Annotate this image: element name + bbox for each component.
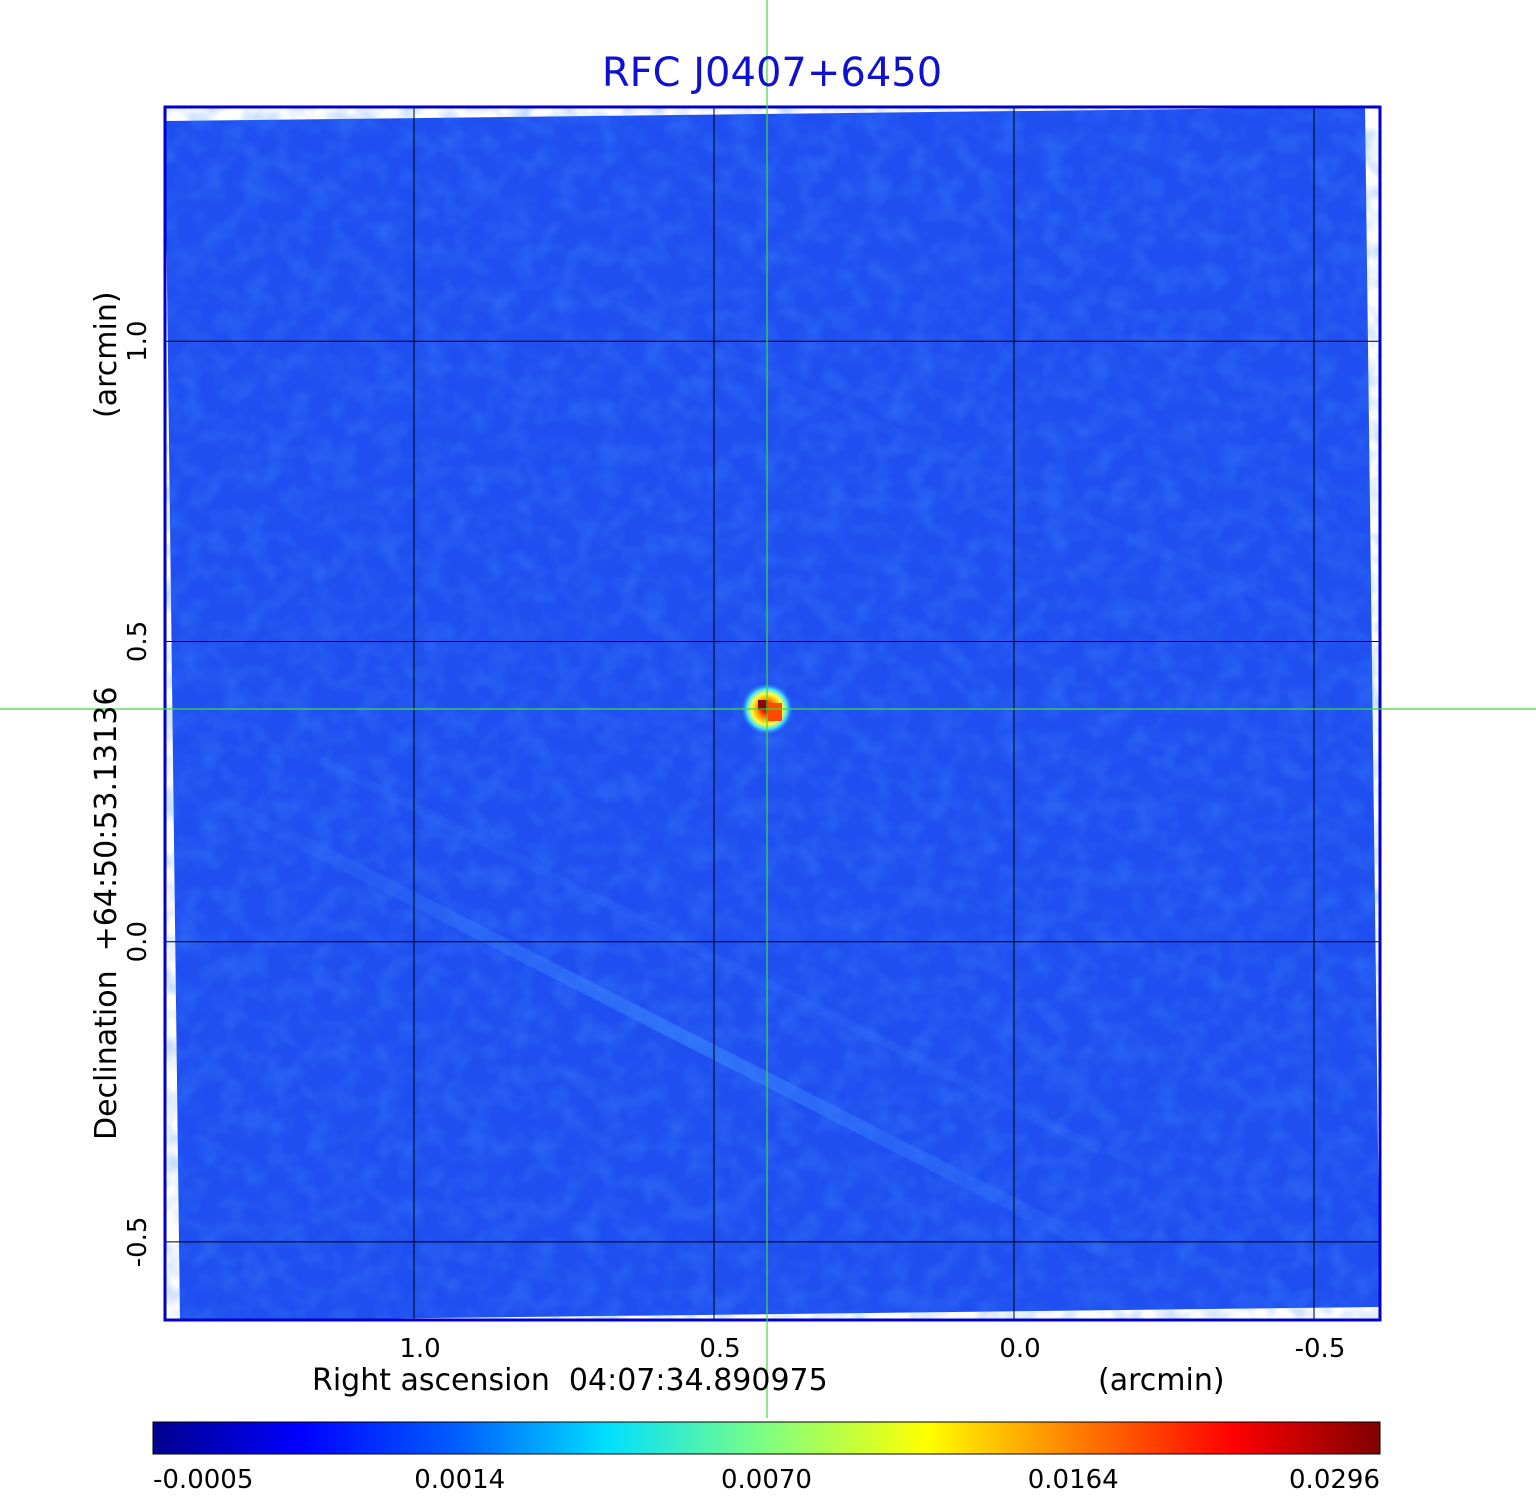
y-axis-label: Declination +64:50:53.13136 xyxy=(89,686,124,1140)
colorbar-gradient xyxy=(152,1421,1381,1455)
map-image xyxy=(165,107,1380,1321)
map-streak xyxy=(597,295,1363,645)
x-tick-label: -0.5 xyxy=(1295,1334,1346,1364)
map-streak xyxy=(317,755,1103,1155)
x-tick-label: 0.5 xyxy=(699,1334,740,1364)
x-tick-label: 1.0 xyxy=(399,1334,440,1364)
y-tick-label: 0.5 xyxy=(123,621,153,662)
y-tick-label: 1.0 xyxy=(123,321,153,362)
y-tick-label: -0.5 xyxy=(123,1217,153,1268)
colorbar-tick-labels: -0.0005 0.0014 0.0070 0.0164 0.0296 xyxy=(153,1465,1380,1495)
crosshair xyxy=(0,0,1536,1418)
colorbar: -0.0005 0.0014 0.0070 0.0164 0.0296 xyxy=(152,1421,1381,1495)
plot-frame xyxy=(163,105,1382,1322)
x-tick-label: 0.0 xyxy=(999,1334,1040,1364)
x-tick-labels: 1.0 0.5 0.0 -0.5 xyxy=(399,1334,1345,1364)
x-axis-unit: (arcmin) xyxy=(1098,1363,1225,1398)
colorbar-tick-label: -0.0005 xyxy=(153,1465,253,1495)
colorbar-tick-label: 0.0070 xyxy=(721,1465,812,1495)
colorbar-tick-label: 0.0296 xyxy=(1289,1465,1380,1495)
y-tick-labels: 1.0 0.5 0.0 -0.5 xyxy=(123,321,153,1268)
colorbar-tick-label: 0.0014 xyxy=(414,1465,505,1495)
coordinate-grid xyxy=(165,107,1380,1320)
chart-title: RFC J0407+6450 xyxy=(602,50,942,96)
y-tick-label: 0.0 xyxy=(123,921,153,962)
x-axis-label: Right ascension 04:07:34.890975 xyxy=(312,1363,828,1398)
map-streak xyxy=(173,773,1207,1307)
y-axis-unit: (arcmin) xyxy=(89,291,124,418)
colorbar-tick-label: 0.0164 xyxy=(1028,1465,1119,1495)
